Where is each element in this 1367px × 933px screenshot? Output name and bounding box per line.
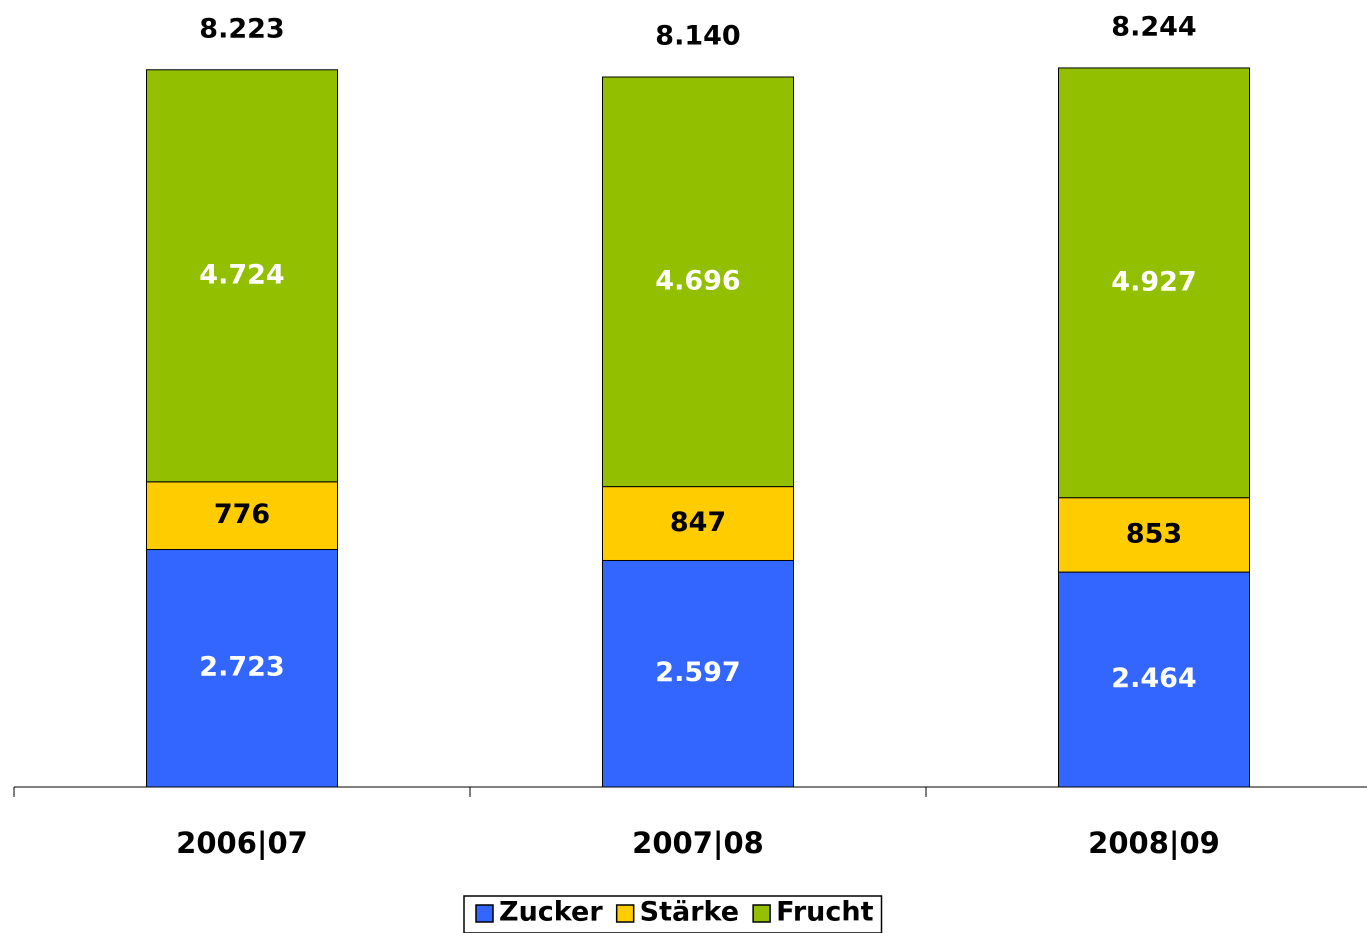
data-label: 4.927: [1111, 266, 1196, 297]
x-tick-label: 2008|09: [1088, 826, 1220, 860]
x-tick-label: 2007|08: [632, 826, 764, 860]
total-label: 8.244: [1111, 11, 1196, 42]
total-label: 8.223: [199, 13, 284, 44]
data-label: 4.696: [655, 265, 740, 296]
x-tick-label: 2006|07: [176, 826, 308, 860]
data-label: 2.597: [655, 657, 740, 688]
bar-segment: [602, 486, 794, 561]
bar-segment: [146, 69, 338, 483]
legend-label: Frucht: [776, 897, 873, 928]
legend-label: Zucker: [499, 897, 603, 928]
legend-swatch: [475, 904, 494, 923]
total-label: 8.140: [655, 21, 740, 52]
legend-swatch: [752, 904, 771, 923]
data-label: 853: [1126, 518, 1182, 549]
legend-label: Stärke: [640, 897, 739, 928]
bar-segment: [1058, 67, 1250, 499]
bar-segment: [1058, 571, 1250, 788]
data-label: 2.723: [199, 652, 284, 683]
data-label: 2.464: [1111, 663, 1196, 694]
bar-segment: [146, 548, 338, 788]
bar-segment: [602, 559, 794, 788]
data-label: 847: [670, 507, 726, 538]
data-label: 776: [214, 499, 270, 530]
bar-segment: [146, 481, 338, 550]
data-label: 4.724: [199, 259, 284, 290]
legend: [463, 895, 883, 933]
bar-segment: [602, 76, 794, 488]
legend-swatch: [615, 904, 635, 923]
bar-segment: [1058, 497, 1250, 573]
